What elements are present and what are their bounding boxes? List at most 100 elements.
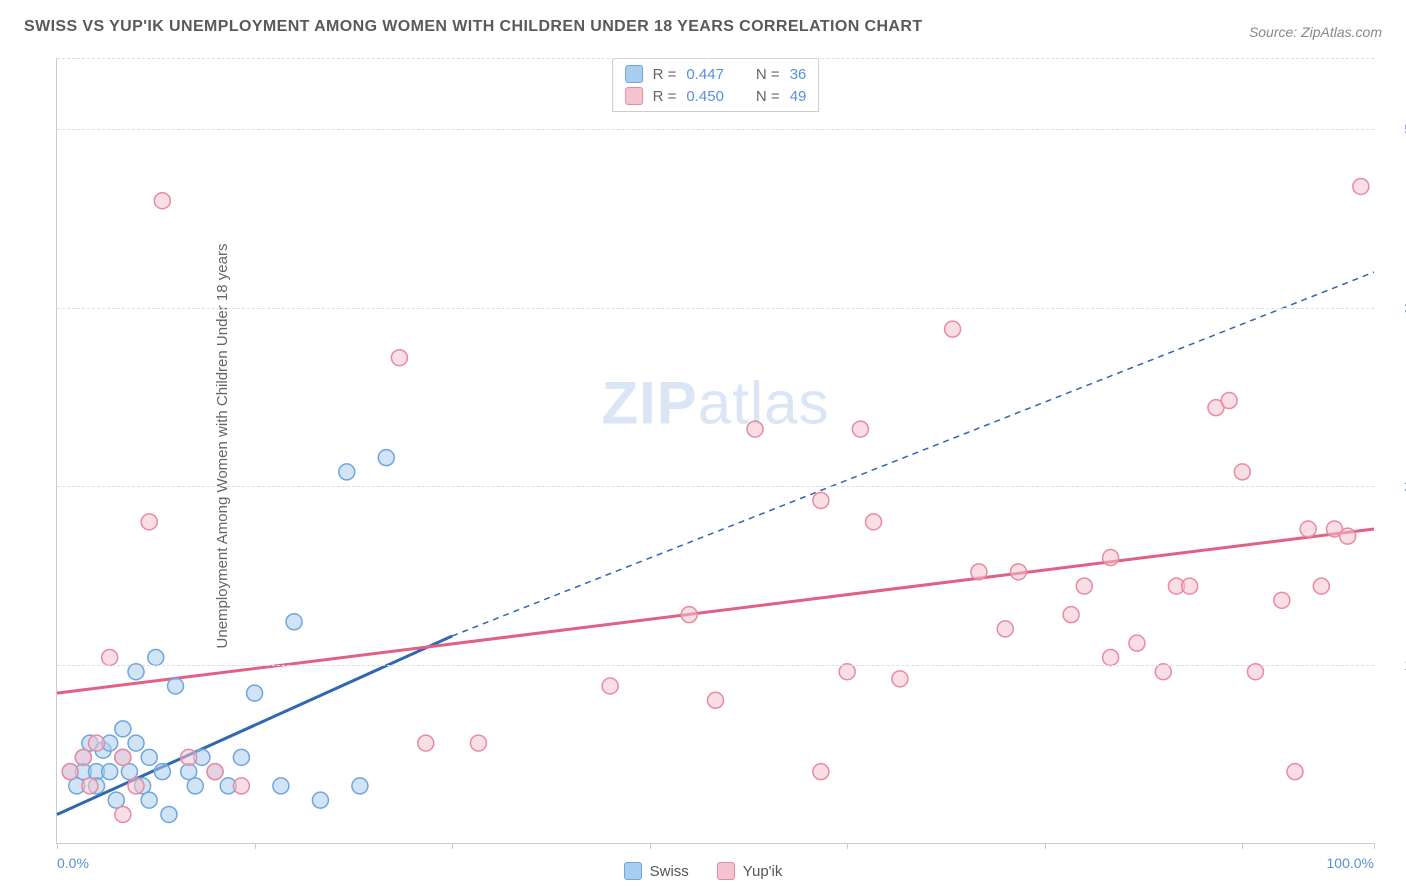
data-point (1353, 178, 1369, 194)
data-point (168, 678, 184, 694)
x-tick (1045, 843, 1046, 849)
data-point (82, 778, 98, 794)
plot-area: ZIPatlas R =0.447N =36R =0.450N =49 12.5… (56, 58, 1374, 844)
data-point (339, 464, 355, 480)
trendline (57, 529, 1374, 693)
x-tick (452, 843, 453, 849)
legend-bottom-item: Swiss (624, 862, 689, 880)
data-point (1182, 578, 1198, 594)
data-point (115, 806, 131, 822)
data-point (187, 778, 203, 794)
legend-swatch (624, 862, 642, 880)
legend-n-value: 49 (790, 88, 807, 105)
gridline (57, 58, 1374, 59)
data-point (470, 735, 486, 751)
data-point (378, 450, 394, 466)
x-tick (255, 843, 256, 849)
data-point (1103, 649, 1119, 665)
data-point (115, 749, 131, 765)
legend-n-label: N = (756, 66, 780, 83)
gridline (57, 308, 1374, 309)
gridline (57, 486, 1374, 487)
gridline (57, 665, 1374, 666)
legend-series-label: Yup'ik (743, 863, 783, 880)
source-attribution: Source: ZipAtlas.com (1249, 24, 1382, 40)
data-point (128, 735, 144, 751)
gridline (57, 129, 1374, 130)
data-point (681, 607, 697, 623)
legend-swatch (717, 862, 735, 880)
y-tick-label: 50.0% (1388, 121, 1406, 137)
data-point (154, 764, 170, 780)
data-point (418, 735, 434, 751)
data-point (1103, 550, 1119, 566)
data-point (154, 193, 170, 209)
data-point (1247, 664, 1263, 680)
legend-n-label: N = (756, 88, 780, 105)
data-point (1221, 393, 1237, 409)
data-point (1287, 764, 1303, 780)
x-tick (847, 843, 848, 849)
data-point (141, 514, 157, 530)
data-point (1063, 607, 1079, 623)
plot-svg (57, 58, 1374, 843)
legend-n-value: 36 (790, 66, 807, 83)
data-point (62, 764, 78, 780)
chart-title: SWISS VS YUP'IK UNEMPLOYMENT AMONG WOMEN… (24, 18, 923, 36)
legend-r-value: 0.450 (686, 88, 724, 105)
data-point (141, 792, 157, 808)
data-point (161, 806, 177, 822)
legend-swatch (625, 87, 643, 105)
data-point (945, 321, 961, 337)
legend-bottom: Swiss Yup'ik (0, 862, 1406, 880)
data-point (747, 421, 763, 437)
data-point (602, 678, 618, 694)
trendline-extension (452, 272, 1374, 636)
chart-container: SWISS VS YUP'IK UNEMPLOYMENT AMONG WOMEN… (0, 0, 1406, 892)
data-point (102, 764, 118, 780)
data-point (391, 350, 407, 366)
data-point (1010, 564, 1026, 580)
data-point (141, 749, 157, 765)
data-point (892, 671, 908, 687)
data-point (286, 614, 302, 630)
data-point (273, 778, 289, 794)
data-point (1076, 578, 1092, 594)
data-point (813, 492, 829, 508)
data-point (1300, 521, 1316, 537)
data-point (89, 735, 105, 751)
legend-top-row: R = 0.450 N = 49 (625, 85, 807, 107)
data-point (352, 778, 368, 794)
data-point (181, 749, 197, 765)
legend-r-value: 0.447 (686, 66, 724, 83)
x-tick (1374, 843, 1375, 849)
data-point (207, 764, 223, 780)
y-tick-label: 37.5% (1388, 300, 1406, 316)
data-point (233, 749, 249, 765)
y-tick-label: 25.0% (1388, 478, 1406, 494)
data-point (852, 421, 868, 437)
x-tick (57, 843, 58, 849)
legend-r-label: R = (653, 88, 677, 105)
data-point (708, 692, 724, 708)
legend-series-label: Swiss (650, 863, 689, 880)
x-tick (1242, 843, 1243, 849)
data-point (1234, 464, 1250, 480)
data-point (1155, 664, 1171, 680)
legend-swatch (625, 65, 643, 83)
legend-bottom-item: Yup'ik (717, 862, 783, 880)
data-point (971, 564, 987, 580)
data-point (148, 649, 164, 665)
data-point (128, 778, 144, 794)
data-point (1313, 578, 1329, 594)
data-point (813, 764, 829, 780)
data-point (312, 792, 328, 808)
data-point (1340, 528, 1356, 544)
y-tick-label: 12.5% (1388, 657, 1406, 673)
data-point (866, 514, 882, 530)
legend-top-row: R =0.447N =36 (625, 63, 807, 85)
x-tick (650, 843, 651, 849)
data-point (75, 749, 91, 765)
data-point (102, 649, 118, 665)
data-point (1129, 635, 1145, 651)
